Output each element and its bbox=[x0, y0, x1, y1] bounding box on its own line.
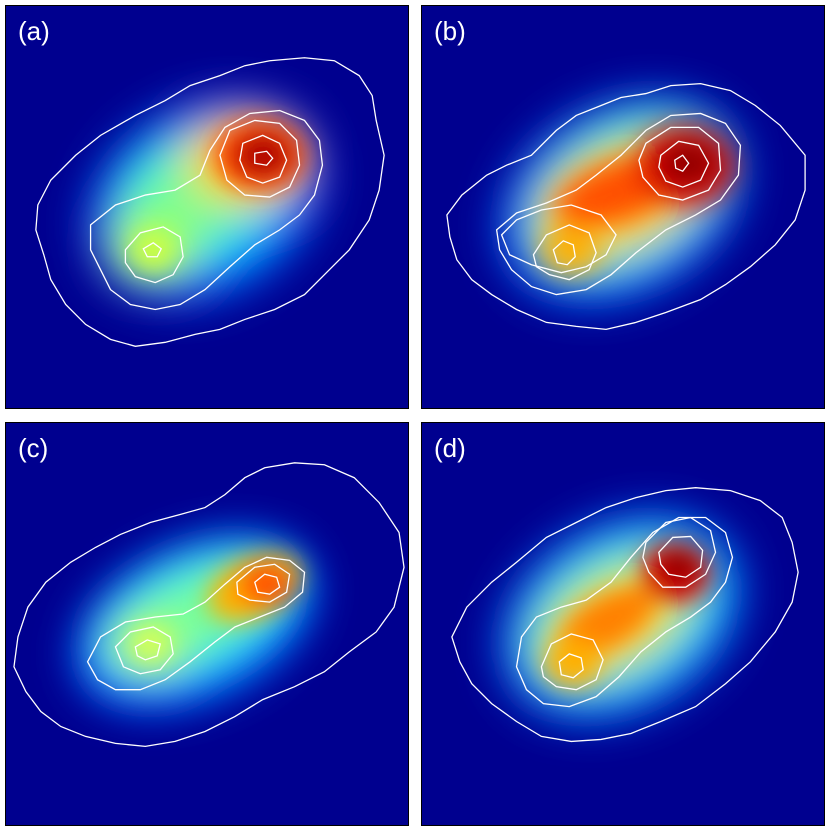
contour-2 bbox=[89, 109, 324, 311]
panel-label: (a) bbox=[18, 16, 50, 46]
contours bbox=[13, 462, 405, 748]
contour-6 bbox=[532, 224, 597, 281]
contour-outer bbox=[451, 487, 799, 743]
contour-4 bbox=[254, 573, 281, 595]
contour-3 bbox=[642, 516, 717, 588]
heatmap-c bbox=[6, 423, 408, 825]
panel-b: (b) bbox=[421, 5, 825, 409]
contour-outer bbox=[13, 462, 405, 748]
contour-2 bbox=[495, 112, 742, 296]
contours bbox=[451, 487, 799, 743]
contour-3 bbox=[219, 119, 301, 198]
contour-2 bbox=[86, 556, 306, 691]
contour-2 bbox=[515, 516, 734, 708]
contours bbox=[446, 82, 806, 331]
panel-label: (b) bbox=[434, 16, 466, 46]
contour-5 bbox=[114, 626, 174, 675]
contour-5 bbox=[540, 633, 604, 691]
contour-outer bbox=[446, 82, 806, 331]
contour-8 bbox=[500, 204, 617, 274]
contour-5 bbox=[674, 154, 690, 172]
contour-6 bbox=[124, 226, 184, 284]
contour-7 bbox=[552, 240, 576, 266]
heatmap-d bbox=[422, 423, 824, 825]
contour-4 bbox=[239, 134, 288, 184]
panel-label: (c) bbox=[18, 433, 49, 463]
heatmap-a bbox=[6, 6, 408, 408]
contour-3 bbox=[236, 563, 291, 603]
contour-6 bbox=[134, 639, 162, 661]
panel-c: (c) bbox=[5, 422, 409, 826]
contour-6 bbox=[558, 653, 584, 679]
contour-4 bbox=[658, 140, 710, 188]
contour-3 bbox=[638, 126, 722, 201]
contour-5 bbox=[254, 150, 274, 166]
contour-outer bbox=[35, 57, 385, 347]
contours bbox=[35, 57, 385, 347]
heatmap-b bbox=[422, 6, 824, 408]
panel-label: (d) bbox=[434, 433, 466, 463]
panel-d: (d) bbox=[421, 422, 825, 826]
contour-4 bbox=[658, 535, 704, 578]
panel-a: (a) bbox=[5, 5, 409, 409]
contour-7 bbox=[142, 242, 163, 258]
